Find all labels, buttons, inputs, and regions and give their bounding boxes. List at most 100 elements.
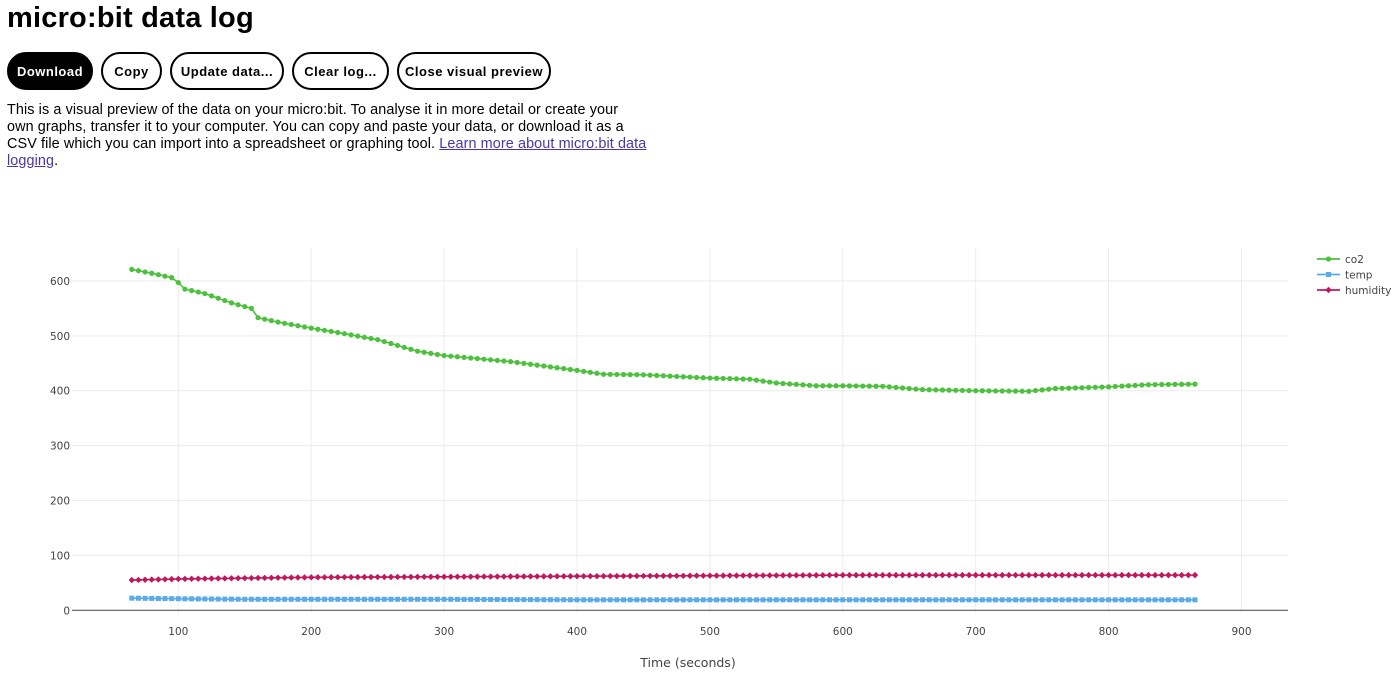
legend-item-humidity[interactable]: humidity xyxy=(1317,285,1391,297)
data-point-co2 xyxy=(999,388,1005,394)
data-point-temp xyxy=(381,596,387,602)
data-point-humidity xyxy=(660,572,667,580)
data-point-humidity xyxy=(613,572,621,580)
x-tick-label: 200 xyxy=(301,626,321,638)
data-point-temp xyxy=(780,597,786,603)
legend-marker-co2 xyxy=(1325,256,1332,262)
data-point-temp xyxy=(1192,597,1198,603)
data-point-temp xyxy=(886,597,892,603)
data-point-humidity xyxy=(633,572,641,580)
chart-legend[interactable]: co2 temp humidity xyxy=(1317,254,1391,297)
data-point-co2 xyxy=(315,326,321,332)
data-point-temp xyxy=(162,596,168,602)
data-point-humidity xyxy=(945,571,953,579)
data-point-co2 xyxy=(720,375,726,382)
data-point-co2 xyxy=(674,373,680,380)
data-point-humidity xyxy=(713,572,720,579)
data-point-temp xyxy=(142,595,148,601)
data-point-humidity xyxy=(354,573,361,581)
clear-log-button[interactable]: Clear log... xyxy=(292,52,389,90)
close-visual-preview-button[interactable]: Close visual preview xyxy=(397,52,551,90)
data-point-co2 xyxy=(321,327,328,333)
data-point-co2 xyxy=(627,372,633,378)
data-point-temp xyxy=(228,596,234,602)
download-button[interactable]: Download xyxy=(7,52,93,90)
data-point-co2 xyxy=(614,371,620,378)
data-point-temp xyxy=(846,597,852,603)
legend-marker-temp xyxy=(1326,272,1331,277)
data-point-co2 xyxy=(1132,382,1138,389)
data-point-co2 xyxy=(268,318,274,324)
legend-item-temp[interactable]: temp xyxy=(1317,269,1373,281)
data-point-co2 xyxy=(973,388,979,394)
data-point-humidity xyxy=(932,571,940,579)
data-point-humidity xyxy=(673,572,680,580)
data-point-co2 xyxy=(713,375,720,381)
data-point-temp xyxy=(959,597,965,603)
data-point-temp xyxy=(979,597,985,603)
learn-more-link[interactable]: Learn more about micro:bit data logging xyxy=(7,136,647,169)
data-point-humidity xyxy=(892,571,900,579)
data-point-co2 xyxy=(295,323,301,329)
data-point-humidity xyxy=(1125,571,1132,579)
update-data-button[interactable]: Update data... xyxy=(170,52,284,90)
data-point-co2 xyxy=(780,380,786,387)
data-point-humidity xyxy=(580,572,587,580)
data-point-temp xyxy=(680,597,686,603)
data-point-co2 xyxy=(129,266,135,273)
data-point-humidity xyxy=(500,573,508,580)
data-point-co2 xyxy=(308,325,314,331)
data-point-temp xyxy=(647,597,653,603)
data-point-co2 xyxy=(501,358,507,364)
data-point-temp xyxy=(189,596,195,602)
data-point-co2 xyxy=(747,376,753,382)
x-tick-label: 800 xyxy=(1099,626,1119,638)
data-point-humidity xyxy=(906,571,913,579)
data-point-co2 xyxy=(481,356,487,362)
data-point-co2 xyxy=(527,361,534,367)
data-point-temp xyxy=(1046,597,1052,603)
data-point-temp xyxy=(454,596,460,602)
data-point-humidity xyxy=(288,574,295,581)
data-point-co2 xyxy=(288,321,294,328)
data-point-humidity xyxy=(281,574,288,581)
legend-item-co2[interactable]: co2 xyxy=(1317,254,1364,266)
data-point-temp xyxy=(1126,597,1132,603)
data-point-humidity xyxy=(520,573,528,580)
data-point-co2 xyxy=(1125,383,1132,389)
data-point-temp xyxy=(527,597,533,603)
data-point-temp xyxy=(315,596,321,602)
data-point-humidity xyxy=(992,571,999,579)
data-point-co2 xyxy=(408,346,414,352)
data-point-co2 xyxy=(248,305,255,311)
x-tick-label: 700 xyxy=(966,626,986,638)
data-point-co2 xyxy=(694,374,700,381)
data-point-temp xyxy=(654,597,660,603)
data-point-humidity xyxy=(799,572,807,579)
copy-button[interactable]: Copy xyxy=(101,52,162,90)
data-point-humidity xyxy=(866,571,873,579)
data-point-humidity xyxy=(573,573,581,580)
data-point-temp xyxy=(747,597,753,603)
data-point-temp xyxy=(1132,597,1138,603)
data-point-temp xyxy=(880,597,886,603)
data-point-temp xyxy=(441,596,447,602)
data-point-temp xyxy=(1172,597,1178,603)
data-chart[interactable]: 100 200 300 400 500 600 700 800 900 0 100 200 300 400… xyxy=(0,240,1393,678)
data-point-co2 xyxy=(660,373,666,379)
data-point-humidity xyxy=(221,575,229,582)
data-point-humidity xyxy=(214,575,222,582)
data-point-co2 xyxy=(979,388,985,394)
data-point-humidity xyxy=(487,573,494,580)
y-tick-label: 500 xyxy=(50,331,70,343)
data-point-temp xyxy=(660,597,666,603)
data-point-humidity xyxy=(553,573,561,580)
data-point-co2 xyxy=(142,269,148,275)
data-point-co2 xyxy=(687,374,693,380)
data-point-temp xyxy=(434,596,440,602)
series-co2 xyxy=(129,266,1198,394)
data-point-temp xyxy=(640,597,646,603)
data-point-co2 xyxy=(275,319,281,325)
data-point-temp xyxy=(448,596,454,602)
data-point-co2 xyxy=(534,362,540,368)
